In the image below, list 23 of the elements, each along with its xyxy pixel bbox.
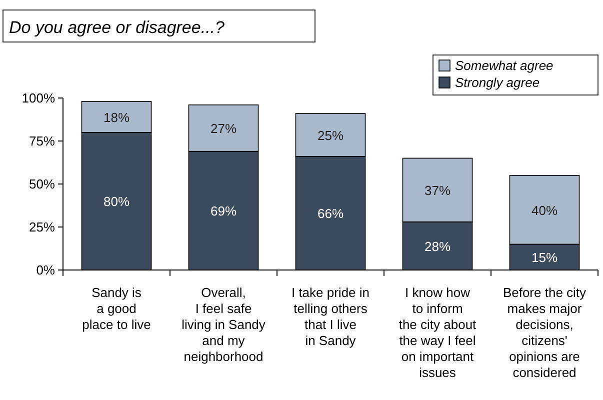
y-tick-label: 100%: [22, 90, 56, 106]
data-label: 40%: [531, 202, 558, 218]
legend-label: Strongly agree: [455, 75, 540, 90]
x-tick-label: I take pride in telling others that I live in Sandy: [291, 285, 370, 348]
y-tick-label: 0%: [36, 262, 56, 278]
data-label: 80%: [103, 194, 130, 210]
data-label: 27%: [210, 121, 237, 136]
y-tick-label: 75%: [28, 134, 56, 148]
data-label: 69%: [210, 204, 237, 219]
y-tick-label: 25%: [28, 220, 56, 234]
x-tick-label: Overall, I feel safe living in Sandy and my neighborhood: [182, 285, 266, 364]
data-label: 66%: [317, 206, 344, 222]
x-tick-label: Sandy is a good place to live: [82, 285, 151, 332]
x-tick-label: Before the city makes major decisions, citizens' opinions are considered: [502, 285, 587, 380]
legend-label: Somewhat agree: [455, 58, 554, 73]
data-label: 15%: [531, 250, 558, 266]
x-tick-label: I know how to inform the city about the way I feel on important issues: [398, 285, 477, 380]
chart-title: Do you agree or disagree...?: [9, 18, 226, 37]
data-label: 18%: [103, 110, 130, 125]
data-label: 28%: [424, 238, 451, 254]
data-label: 25%: [317, 128, 344, 143]
y-tick-label: 50%: [28, 176, 56, 192]
data-label: 37%: [424, 183, 451, 198]
